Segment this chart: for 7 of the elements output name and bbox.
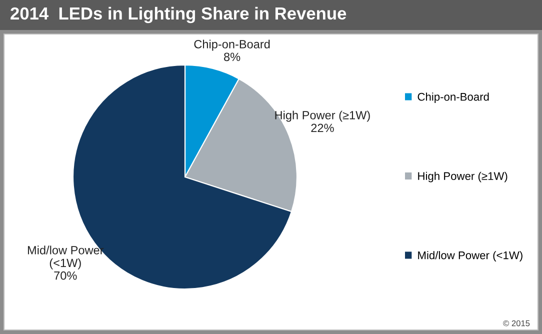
text: © 2015 [503, 320, 530, 326]
legend-label: High Power (≥1W) [418, 172, 508, 182]
data-label: High Power (≥1W) 22% [275, 110, 370, 132]
data-label: Chip-on-Board 8% [194, 40, 270, 62]
legend-label: Chip-on-Board [418, 92, 489, 103]
legend-label: Mid/low Power (<1W) [418, 251, 522, 262]
chart-title: 2014 LEDs in Lighting Share in Revenue [10, 6, 346, 24]
